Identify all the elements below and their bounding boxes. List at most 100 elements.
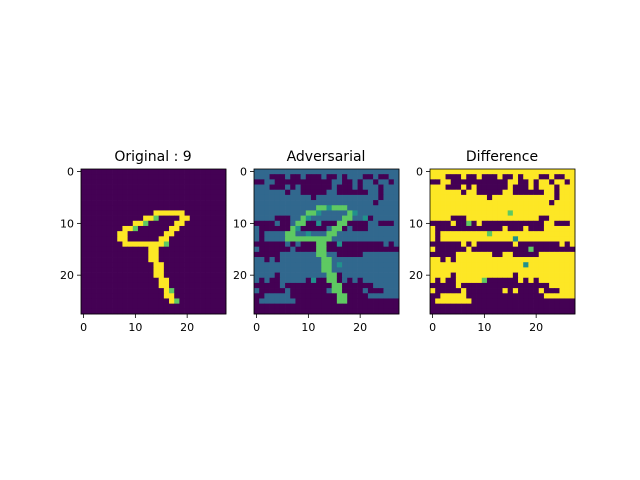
heatmap-cell [347, 189, 353, 196]
heatmap-cell [533, 225, 540, 232]
heatmap-cell [528, 210, 534, 216]
heatmap-cell [194, 205, 201, 211]
heatmap-cell [492, 282, 498, 289]
heatmap-cell [132, 210, 139, 216]
heatmap-cell [502, 246, 509, 253]
heatmap-cell [461, 272, 467, 279]
heatmap-cell [254, 210, 260, 216]
heatmap-cell [367, 298, 374, 304]
heatmap-cell [91, 189, 97, 196]
heatmap-cell [96, 231, 103, 237]
heatmap-cell [352, 282, 358, 289]
heatmap-cell [310, 225, 317, 232]
heatmap-cell [518, 231, 524, 237]
heatmap-cell [554, 246, 560, 253]
heatmap-cell [122, 174, 128, 180]
heatmap-cell [254, 267, 260, 273]
heatmap-cell [523, 293, 529, 299]
heatmap-cell [486, 236, 493, 242]
heatmap-cell [117, 267, 123, 273]
heatmap-cell [559, 174, 565, 180]
heatmap-cell [274, 220, 281, 227]
heatmap-cell [112, 246, 118, 253]
heatmap-cell [461, 262, 467, 268]
heatmap-cell [492, 231, 498, 237]
heatmap-cell [295, 241, 301, 248]
heatmap-cell [326, 184, 333, 191]
heatmap-cell [290, 231, 296, 237]
heatmap-cell [163, 308, 170, 315]
heatmap-cell [373, 308, 379, 315]
heatmap-cell [300, 174, 307, 180]
heatmap-cell [523, 225, 529, 232]
heatmap-cell [316, 262, 322, 268]
heatmap-cell [158, 288, 165, 294]
heatmap-cell [81, 308, 87, 315]
heatmap-cell [205, 205, 211, 211]
heatmap-cell [367, 231, 374, 237]
heatmap-cell [305, 293, 312, 299]
heatmap-cell [393, 282, 400, 289]
heatmap-cell [127, 241, 134, 248]
heatmap-cell [184, 184, 191, 191]
heatmap-cell [210, 241, 216, 248]
heatmap-cell [569, 277, 576, 284]
heatmap-cell [486, 200, 493, 206]
heatmap-cell [81, 236, 87, 242]
heatmap-cell [310, 251, 317, 258]
heatmap-cell [523, 215, 529, 222]
heatmap-cell [502, 251, 509, 258]
heatmap-cell [215, 231, 222, 237]
heatmap-cell [486, 246, 493, 253]
heatmap-cell [367, 179, 374, 185]
heatmap-cell [435, 210, 441, 216]
heatmap-cell [269, 169, 276, 175]
heatmap-cell [549, 277, 555, 284]
heatmap-cell [336, 272, 343, 279]
heatmap-cell [373, 215, 379, 222]
heatmap-cell [430, 272, 436, 279]
heatmap-cell [512, 272, 519, 279]
heatmap-cell [450, 241, 457, 248]
heatmap-cell [279, 246, 286, 253]
heatmap-cell [169, 200, 175, 206]
heatmap-cell [158, 225, 165, 232]
heatmap-cell [507, 282, 514, 289]
heatmap-cell [357, 184, 364, 191]
heatmap-cell [430, 298, 436, 304]
heatmap-cell [269, 288, 276, 294]
heatmap-cell [158, 200, 165, 206]
heatmap-cell [295, 189, 301, 196]
heatmap-cell [137, 241, 144, 248]
heatmap-cell [143, 308, 149, 315]
heatmap-cell [132, 200, 139, 206]
heatmap-cell [169, 231, 175, 237]
heatmap-cell [106, 200, 113, 206]
heatmap-cell [321, 169, 327, 175]
heatmap-cell [502, 225, 509, 232]
heatmap-cell [440, 210, 446, 216]
heatmap-cell [523, 308, 529, 315]
heatmap-cell [450, 282, 457, 289]
heatmap-cell [174, 210, 180, 216]
heatmap-cell [450, 267, 457, 273]
heatmap-cell [81, 282, 87, 289]
heatmap-cell [122, 288, 128, 294]
heatmap-cell [205, 184, 211, 191]
heatmap-cell [179, 225, 185, 232]
y-tick-label: 10 [409, 217, 423, 230]
heatmap-cell [179, 215, 185, 222]
heatmap-cell [184, 303, 191, 310]
heatmap-cell [106, 205, 113, 211]
heatmap-cell [96, 205, 103, 211]
heatmap-cell [523, 241, 529, 248]
heatmap-cell [342, 277, 348, 284]
heatmap-cell [492, 272, 498, 279]
heatmap-cell [81, 200, 87, 206]
heatmap-cell [169, 236, 175, 242]
heatmap-cell [383, 282, 389, 289]
heatmap-cell [564, 267, 571, 273]
heatmap-cell [518, 246, 524, 253]
heatmap-cell [430, 225, 436, 232]
heatmap-cell [512, 298, 519, 304]
